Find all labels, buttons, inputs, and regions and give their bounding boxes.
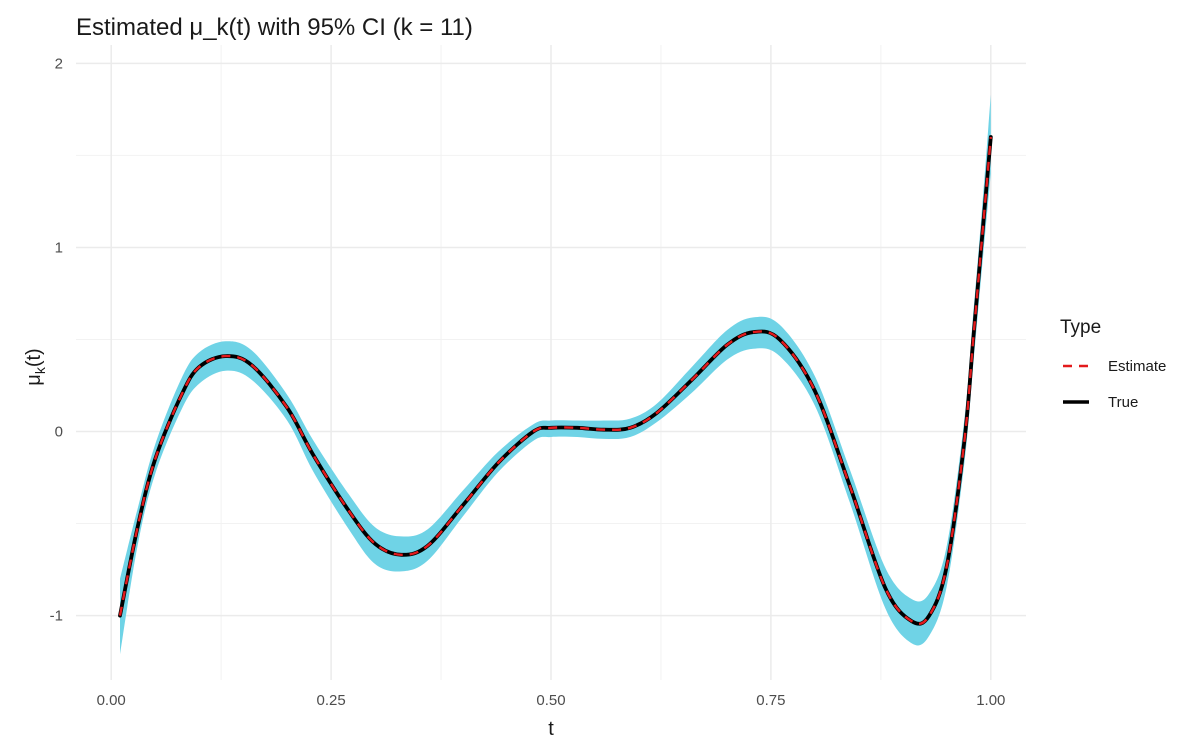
y-tick-label: 0 (55, 424, 63, 441)
ci-band (120, 94, 991, 655)
legend-title: Type (1060, 317, 1101, 338)
x-tick-label: 0.50 (536, 692, 565, 709)
legend-label-estimate: Estimate (1108, 358, 1166, 375)
x-tick-label: 0.25 (316, 692, 345, 709)
series-line-estimate (118, 136, 992, 625)
legend: Type Estimate True (1060, 317, 1166, 411)
x-tick-label: 1.00 (976, 692, 1005, 709)
chart-title: Estimated μ_k(t) with 95% CI (k = 11) (76, 14, 473, 41)
legend-label-true: True (1108, 394, 1138, 411)
x-tick-label: 0.00 (97, 692, 126, 709)
y-tick-label: 2 (55, 55, 63, 72)
y-axis-title-suffix: (t) (23, 348, 45, 367)
y-tick-label: -1 (50, 608, 63, 625)
y-tick-label: 1 (55, 239, 63, 256)
svg-text:μk(t): μk(t) (23, 348, 48, 385)
series-line-true (118, 135, 993, 626)
y-axis-title-base: μ (23, 374, 45, 386)
y-axis-title: μk(t) (23, 348, 48, 385)
plot-area (118, 94, 993, 655)
y-axis-ticks: -1 0 1 2 (50, 55, 63, 624)
y-axis-title-subscript: k (32, 366, 48, 374)
x-axis-title: t (548, 718, 554, 740)
x-tick-label: 0.75 (756, 692, 785, 709)
x-axis-ticks: 0.00 0.25 0.50 0.75 1.00 (97, 692, 1006, 709)
